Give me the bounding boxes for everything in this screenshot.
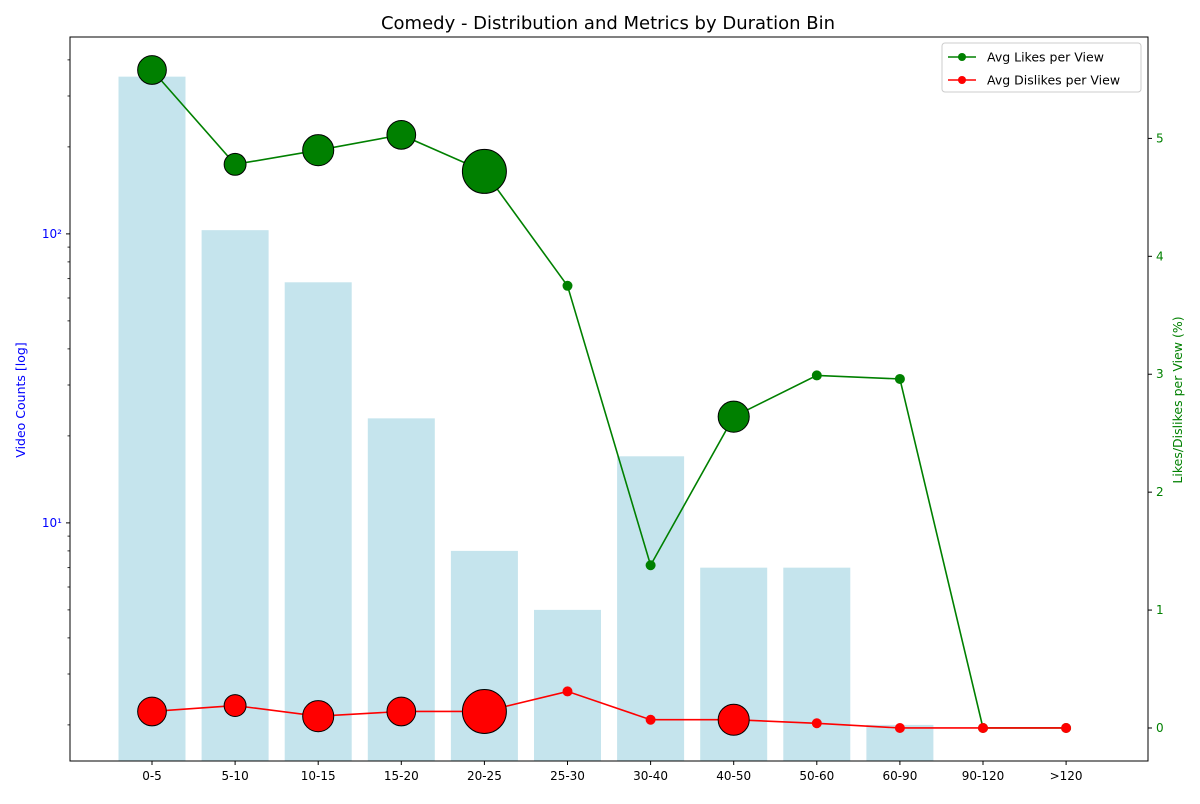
point-likes-40-50 — [717, 400, 750, 433]
y-right-tick-label: 5 — [1156, 131, 1164, 145]
plot-frame — [69, 36, 1149, 762]
point-dislikes-0-5 — [137, 696, 167, 727]
x-tick-label-5-10: 5-10 — [221, 769, 248, 783]
x-tick-label-0-5: 0-5 — [142, 769, 162, 783]
lines-layer — [137, 55, 1072, 736]
x-tick-label-20-25: 20-25 — [467, 769, 502, 783]
point-dislikes-50-60 — [811, 718, 822, 729]
legend-label-dislikes: Avg Dislikes per View — [987, 73, 1120, 88]
point-likes-10-15 — [302, 134, 335, 167]
legend: Avg Likes per View Avg Dislikes per View — [941, 42, 1142, 93]
bar-5-10 — [201, 230, 269, 761]
x-tick-label->120: >120 — [1050, 769, 1083, 783]
bar-25-30 — [534, 609, 601, 761]
x-tick-label-50-60: 50-60 — [799, 769, 834, 783]
x-tick-label-30-40: 30-40 — [633, 769, 668, 783]
x-tick-label-10-15: 10-15 — [301, 769, 336, 783]
point-likes-30-40 — [645, 560, 656, 571]
point-dislikes-20-25 — [461, 688, 507, 734]
point-dislikes-5-10 — [223, 694, 247, 718]
y-right-tick-label: 1 — [1156, 603, 1164, 617]
y-right-tick-label: 0 — [1156, 721, 1164, 735]
point-dislikes-90-120 — [978, 722, 988, 733]
x-tick-label-40-50: 40-50 — [716, 769, 751, 783]
y-right-tick-label: 4 — [1156, 249, 1164, 263]
point-dislikes-30-40 — [645, 714, 656, 725]
x-tick-label-90-120: 90-120 — [962, 769, 1005, 783]
point-likes-60-90 — [894, 373, 905, 384]
y-left-tick-label: 10² — [42, 227, 62, 241]
y-right-tick-label: 2 — [1156, 485, 1164, 499]
point-dislikes-60-90 — [894, 722, 905, 733]
point-likes-25-30 — [562, 280, 573, 291]
bars-layer — [118, 76, 934, 762]
x-tick-label-15-20: 15-20 — [384, 769, 419, 783]
bar-10-15 — [284, 282, 352, 761]
point-dislikes-15-20 — [386, 696, 417, 727]
bar-0-5 — [118, 76, 186, 762]
y-left-tick-label: 10¹ — [42, 516, 62, 530]
bar-30-40 — [617, 456, 685, 761]
axes-layer: 0-5 5-10 10-15 15-20 20-25 25-30 30-40 40-50 50-… — [42, 36, 1164, 783]
legend-marker-likes — [958, 53, 966, 61]
x-tick-label-60-90: 60-90 — [882, 769, 917, 783]
point-dislikes-25-30 — [562, 686, 573, 697]
point-likes-5-10 — [223, 152, 247, 176]
point-dislikes-40-50 — [717, 703, 750, 736]
x-tick-label-25-30: 25-30 — [550, 769, 585, 783]
y-right-tick-label: 3 — [1156, 367, 1164, 381]
point-likes-50-60 — [811, 370, 822, 381]
y-axis-left-label: Video Counts [log] — [13, 342, 28, 457]
point-likes-0-5 — [137, 55, 167, 85]
legend-box — [941, 42, 1142, 93]
chart-title: Comedy - Distribution and Metrics by Dur… — [381, 13, 835, 34]
y-axis-right-label: Likes/Dislikes per View (%) — [1170, 316, 1185, 483]
legend-marker-dislikes — [958, 76, 966, 84]
legend-label-likes: Avg Likes per View — [987, 50, 1104, 65]
bar-50-60 — [783, 567, 851, 761]
point-dislikes-10-15 — [302, 700, 335, 733]
point-dislikes->120 — [1061, 722, 1072, 733]
point-likes-20-25 — [461, 148, 507, 194]
point-likes-15-20 — [386, 120, 417, 150]
